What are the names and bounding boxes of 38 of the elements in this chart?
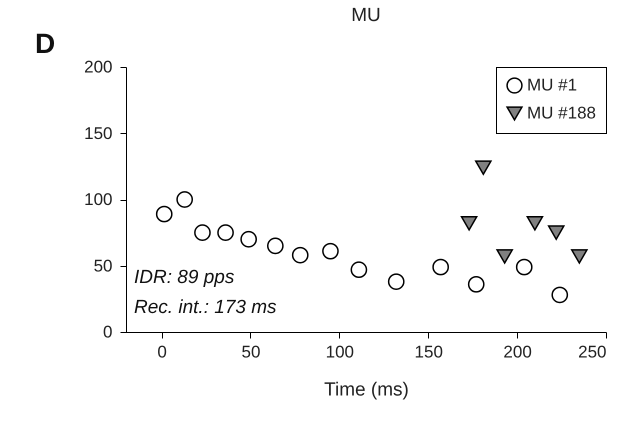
x-tick-label: 0 <box>157 342 167 362</box>
text: D <box>35 28 56 59</box>
point <box>475 160 492 176</box>
point <box>468 276 485 293</box>
x-tick-label: 200 <box>503 342 532 362</box>
x-axis-title: Time (ms) <box>324 380 409 400</box>
point <box>551 286 568 304</box>
x-tick-label: 50 <box>241 342 260 362</box>
point <box>548 225 565 240</box>
legend-label: MU #188 <box>527 104 596 122</box>
point <box>460 216 478 231</box>
point <box>176 191 193 208</box>
annotation: Rec. int.: 173 ms <box>134 297 278 318</box>
point <box>322 242 339 260</box>
y-tick-label: 150 <box>84 124 112 143</box>
y-tick-label: 50 <box>94 256 112 276</box>
point <box>516 258 533 276</box>
legend-label: MU #1 <box>527 76 578 94</box>
point <box>240 230 257 248</box>
point <box>217 224 234 241</box>
annotation: IDR: 89 pps <box>134 267 235 288</box>
point <box>496 249 513 264</box>
point <box>194 224 211 241</box>
chart-title: MU <box>351 5 381 26</box>
point <box>526 216 544 231</box>
x-tick-label: 100 <box>326 342 354 362</box>
point <box>432 258 449 276</box>
y-tick-label: 100 <box>84 190 112 209</box>
point <box>571 249 588 264</box>
point <box>350 261 368 278</box>
x-tick-label: 150 <box>414 342 443 362</box>
point <box>267 238 284 254</box>
y-tick-label: 0 <box>103 322 112 342</box>
point <box>156 206 173 222</box>
y-tick-label: 200 <box>84 58 112 76</box>
x-tick-label: 250 <box>578 342 606 362</box>
point <box>292 246 309 264</box>
point <box>388 273 405 290</box>
